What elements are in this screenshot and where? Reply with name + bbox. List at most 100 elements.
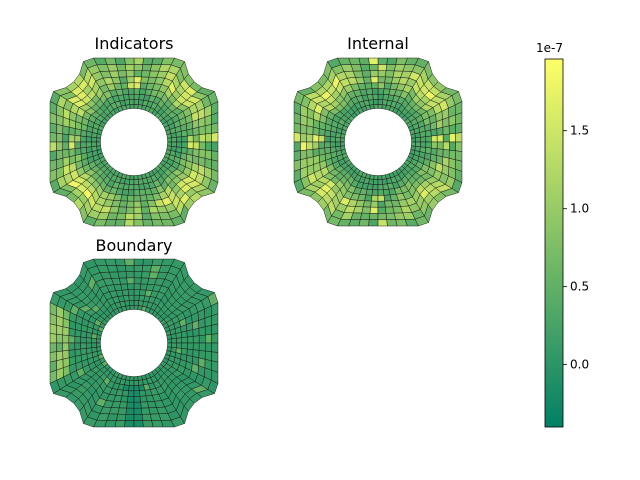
mesh-cell bbox=[167, 342, 172, 348]
mesh-cell bbox=[133, 213, 143, 220]
mesh-cell bbox=[127, 390, 135, 397]
mesh-panel-boundary bbox=[49, 258, 219, 428]
mesh-cell bbox=[377, 195, 385, 202]
mesh-cell bbox=[133, 189, 141, 196]
mesh-cell bbox=[133, 305, 139, 310]
mesh-cell bbox=[211, 323, 219, 335]
mesh-cell bbox=[192, 349, 200, 359]
mesh-cell bbox=[306, 125, 314, 135]
mesh-cell bbox=[300, 133, 307, 143]
mesh-cell bbox=[133, 88, 141, 95]
mesh-cell bbox=[204, 350, 212, 361]
mesh-cell bbox=[129, 175, 135, 180]
mesh-cell bbox=[205, 133, 212, 143]
mesh-cell bbox=[377, 57, 388, 65]
mesh-cell bbox=[372, 184, 379, 191]
mesh-cell bbox=[312, 126, 320, 136]
mesh-cell bbox=[300, 124, 308, 135]
mesh-panel-internal bbox=[293, 57, 463, 227]
mesh-cell bbox=[192, 148, 200, 158]
mesh-cell bbox=[124, 379, 131, 386]
mesh-cell bbox=[181, 342, 188, 350]
mesh-cell bbox=[385, 64, 396, 72]
mesh-cell bbox=[127, 195, 135, 202]
mesh-cell bbox=[329, 136, 336, 143]
mesh-cell bbox=[211, 132, 219, 143]
mesh-cell bbox=[116, 212, 127, 220]
mesh-cell bbox=[91, 342, 97, 349]
mesh-cell bbox=[49, 313, 57, 326]
mesh-cell bbox=[133, 99, 140, 105]
mesh-cell bbox=[91, 337, 97, 344]
colorbar-tick-label: 0.5 bbox=[570, 280, 589, 294]
mesh-cell bbox=[74, 128, 82, 137]
mesh-cell bbox=[365, 188, 373, 196]
mesh-cell bbox=[133, 64, 143, 71]
mesh-cell bbox=[211, 360, 219, 373]
mesh-cell bbox=[442, 149, 450, 159]
mesh-cell bbox=[171, 141, 177, 148]
mesh-cell bbox=[49, 112, 57, 125]
mesh-cell bbox=[306, 141, 314, 151]
mesh-cell bbox=[124, 258, 135, 266]
mesh-cell bbox=[312, 134, 320, 143]
mesh-cell bbox=[133, 420, 144, 428]
mesh-cell bbox=[124, 219, 135, 227]
mesh-cell bbox=[420, 136, 427, 143]
mesh-cell bbox=[386, 57, 398, 65]
mesh-cell bbox=[170, 145, 177, 152]
mesh-cell bbox=[293, 150, 301, 162]
mesh-cell bbox=[56, 124, 64, 135]
mesh-cell bbox=[211, 351, 219, 363]
mesh-cell bbox=[373, 104, 379, 109]
mesh-cell bbox=[133, 82, 141, 89]
mesh-cell bbox=[198, 334, 206, 344]
mesh-cell bbox=[369, 64, 379, 71]
mesh-cell bbox=[181, 336, 188, 344]
colorbar: 1e-7 0.0 0.5 1.0 1.5 bbox=[536, 41, 589, 428]
mesh-cell bbox=[372, 179, 379, 185]
mesh-cell bbox=[128, 380, 135, 386]
mesh-cell bbox=[124, 420, 135, 428]
mesh-cell bbox=[377, 179, 384, 185]
mesh-cell bbox=[192, 335, 200, 344]
mesh-cell bbox=[371, 88, 379, 95]
mesh-cell bbox=[425, 141, 432, 149]
mesh-cell bbox=[377, 82, 385, 89]
mesh-cell bbox=[384, 76, 394, 84]
mesh-cell bbox=[120, 395, 129, 403]
mesh-cell bbox=[128, 300, 135, 306]
mesh-cell bbox=[140, 76, 150, 84]
mesh-cell bbox=[91, 141, 97, 148]
mesh-cell bbox=[362, 200, 372, 208]
mesh-cell bbox=[358, 219, 370, 227]
mesh-cell bbox=[122, 384, 130, 391]
mesh-cell bbox=[133, 104, 139, 109]
mesh-cell bbox=[420, 141, 427, 148]
mesh-cell bbox=[56, 342, 63, 352]
mesh-cell bbox=[442, 133, 450, 143]
mesh-cell bbox=[204, 149, 212, 160]
mesh-cell bbox=[455, 122, 463, 134]
mesh-cell bbox=[361, 206, 371, 214]
mesh-cell bbox=[340, 141, 345, 147]
mesh-cell bbox=[293, 112, 301, 125]
mesh-cell bbox=[121, 188, 129, 196]
mesh-cell bbox=[125, 265, 135, 272]
mesh-cell bbox=[139, 82, 148, 90]
mesh-cell bbox=[175, 146, 182, 154]
mesh-cell bbox=[125, 407, 135, 415]
mesh-panel-indicators bbox=[49, 57, 219, 227]
mesh-cell bbox=[141, 271, 151, 279]
mesh-cell bbox=[117, 206, 127, 214]
mesh-cell bbox=[91, 132, 98, 139]
mesh-cell bbox=[176, 337, 183, 344]
mesh-cell bbox=[74, 329, 82, 338]
mesh-cell bbox=[126, 76, 135, 84]
mesh-cell bbox=[324, 129, 332, 137]
mesh-cell bbox=[91, 136, 97, 143]
mesh-cell bbox=[68, 134, 76, 143]
mesh-cell bbox=[368, 178, 375, 185]
mesh-cell bbox=[137, 300, 144, 307]
mesh-cell bbox=[192, 141, 200, 150]
